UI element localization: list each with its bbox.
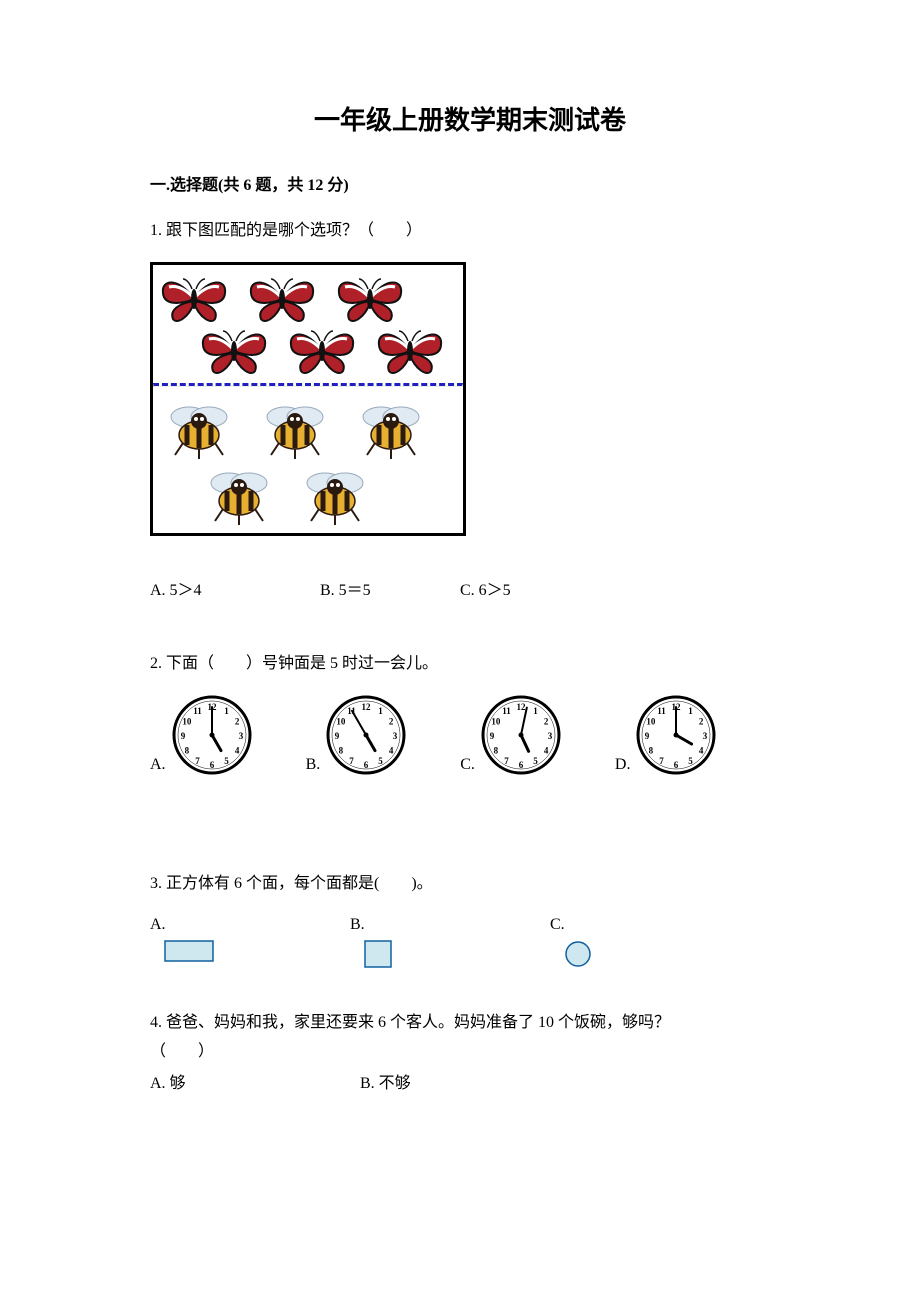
svg-text:6: 6: [674, 760, 679, 770]
q2-text: 2. 下面（ ）号钟面是 5 时过一会儿。: [150, 650, 790, 677]
q1-option-a: A. 5＞4: [150, 576, 320, 600]
svg-text:3: 3: [548, 731, 553, 741]
svg-text:8: 8: [649, 746, 654, 756]
q4-option-b: B. 不够: [360, 1069, 411, 1093]
svg-text:1: 1: [533, 706, 538, 716]
section-heading: 一.选择题(共 6 题，共 12 分): [150, 171, 790, 195]
q2-clock-d: D. 121234567891011: [615, 695, 717, 780]
rectangle-icon: [164, 940, 350, 967]
square-icon: [364, 940, 550, 973]
q2-clocks: A. 121234567891011 B. 121234567891011 C.…: [150, 695, 790, 780]
option-label: B.: [350, 916, 550, 934]
bee-icon: [295, 461, 373, 527]
q1-options: A. 5＞4 B. 5＝5 C. 6＞5: [150, 576, 790, 600]
option-label: C.: [550, 916, 750, 934]
svg-text:9: 9: [490, 731, 495, 741]
q1-option-c: C. 6＞5: [460, 576, 600, 600]
svg-text:2: 2: [389, 717, 394, 727]
svg-text:11: 11: [193, 706, 202, 716]
svg-text:9: 9: [335, 731, 340, 741]
svg-text:1: 1: [224, 706, 229, 716]
clock-icon: 121234567891011: [172, 695, 252, 780]
bee-icon: [159, 395, 237, 461]
svg-text:6: 6: [519, 760, 524, 770]
svg-text:6: 6: [364, 760, 369, 770]
svg-text:4: 4: [389, 746, 394, 756]
bee-icon: [351, 395, 429, 461]
svg-text:11: 11: [658, 706, 667, 716]
clock-icon: 121234567891011: [636, 695, 716, 780]
q2-clock-b: B. 121234567891011: [306, 695, 407, 780]
svg-text:10: 10: [337, 717, 347, 727]
svg-text:2: 2: [544, 717, 549, 727]
svg-text:10: 10: [182, 717, 192, 727]
svg-text:7: 7: [349, 756, 354, 766]
q2-clock-a: A. 121234567891011: [150, 695, 252, 780]
butterfly-icon: [247, 273, 317, 325]
butterfly-icon: [199, 325, 269, 377]
svg-text:8: 8: [494, 746, 499, 756]
q1-text: 1. 跟下图匹配的是哪个选项？（ ）: [150, 217, 790, 244]
butterfly-icon: [335, 273, 405, 325]
svg-text:8: 8: [184, 746, 189, 756]
svg-text:4: 4: [699, 746, 704, 756]
svg-text:10: 10: [647, 717, 657, 727]
svg-text:3: 3: [393, 731, 398, 741]
svg-text:7: 7: [660, 756, 665, 766]
q2-clock-c: C. 12 12 3 45678 9 1011: [460, 695, 561, 780]
page-title: 一年级上册数学期末测试卷: [150, 100, 790, 137]
butterfly-icon: [159, 273, 229, 325]
svg-text:5: 5: [224, 756, 229, 766]
q4-options: A. 够 B. 不够: [150, 1069, 790, 1093]
q4-text: 4. 爸爸、妈妈和我，家里还要来 6 个客人。妈妈准备了 10 个饭碗，够吗？: [150, 1009, 790, 1036]
svg-text:7: 7: [504, 756, 509, 766]
svg-text:2: 2: [699, 717, 704, 727]
svg-text:2: 2: [234, 717, 239, 727]
svg-text:3: 3: [238, 731, 243, 741]
svg-text:6: 6: [209, 760, 214, 770]
svg-text:5: 5: [533, 756, 538, 766]
svg-text:4: 4: [234, 746, 239, 756]
option-label: B.: [306, 756, 321, 780]
svg-text:9: 9: [180, 731, 185, 741]
q1-butterflies: [153, 265, 463, 383]
clock-icon: 121234567891011: [326, 695, 406, 780]
svg-text:12: 12: [362, 702, 372, 712]
exam-page: 一年级上册数学期末测试卷 一.选择题(共 6 题，共 12 分) 1. 跟下图匹…: [0, 0, 920, 1153]
svg-text:9: 9: [645, 731, 650, 741]
q3-option-b: B.: [350, 916, 550, 973]
bee-icon: [255, 395, 333, 461]
svg-text:5: 5: [378, 756, 383, 766]
q1-option-b: B. 5＝5: [320, 576, 460, 600]
q4-paren: （ ）: [150, 1038, 790, 1065]
q1-image-box: [150, 262, 466, 536]
option-label: A.: [150, 916, 350, 934]
q1-bees: [153, 387, 463, 533]
butterfly-icon: [375, 325, 445, 377]
svg-text:4: 4: [544, 746, 549, 756]
q3-option-c: C.: [550, 916, 750, 973]
svg-text:7: 7: [195, 756, 200, 766]
svg-text:12: 12: [516, 702, 526, 712]
svg-text:8: 8: [339, 746, 344, 756]
clock-icon: 12 12 3 45678 9 1011: [481, 695, 561, 780]
svg-text:11: 11: [502, 706, 511, 716]
svg-text:1: 1: [689, 706, 694, 716]
q3-option-a: A.: [150, 916, 350, 967]
svg-text:1: 1: [378, 706, 383, 716]
circle-icon: [564, 940, 750, 973]
svg-text:3: 3: [703, 731, 708, 741]
option-label: C.: [460, 756, 475, 780]
option-label: D.: [615, 756, 631, 780]
butterfly-icon: [287, 325, 357, 377]
q3-text: 3. 正方体有 6 个面，每个面都是( )。: [150, 870, 790, 897]
q4-option-a: A. 够: [150, 1069, 360, 1093]
svg-text:10: 10: [491, 717, 501, 727]
option-label: A.: [150, 756, 166, 780]
q3-options: A. B. C.: [150, 916, 790, 973]
svg-text:5: 5: [689, 756, 694, 766]
bee-icon: [199, 461, 277, 527]
